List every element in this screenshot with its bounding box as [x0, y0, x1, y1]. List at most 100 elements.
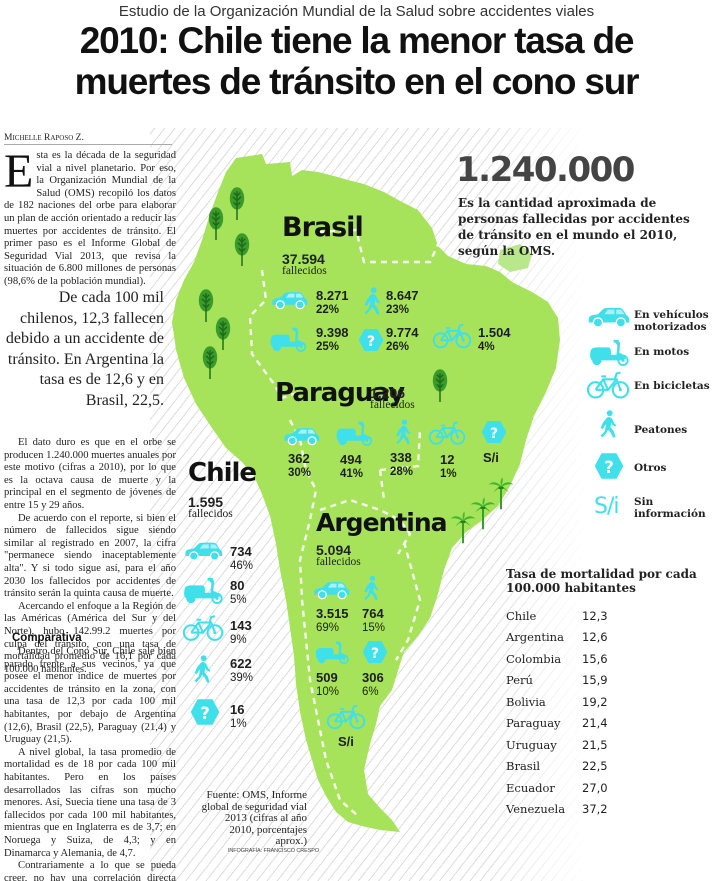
- brasil-others: 9.774 26%: [386, 325, 419, 353]
- table-row: Ecuador 27,0: [506, 781, 608, 795]
- car-icon: [282, 426, 320, 446]
- intro-text: sta es la década de la seguridad vial a …: [4, 150, 176, 287]
- paraguay-motos: 494 41%: [340, 452, 364, 480]
- scooter-icon: [268, 326, 308, 352]
- bicycle-icon: [432, 322, 472, 350]
- brasil-total: 37.594: [282, 251, 325, 267]
- legend-pedestrian-icon: [598, 408, 618, 440]
- body-paragraph: Dentro del Cono Sur, Chile sale bien par…: [4, 646, 176, 746]
- tree-icon: [198, 288, 214, 324]
- chile-motos: 80 5%: [230, 578, 247, 606]
- legend-scooter-icon: [588, 338, 630, 366]
- scooter-icon: [334, 420, 374, 446]
- pedestrian-icon: [192, 654, 212, 684]
- tree-icon: [208, 206, 224, 242]
- scooter-icon: [313, 640, 351, 664]
- paraguay-total-label: fallecidos: [370, 399, 415, 411]
- paraguay-vehicles: 362 30%: [288, 451, 312, 479]
- body-section-1: El dato duro es que en el orbe se produc…: [4, 437, 176, 676]
- pedestrian-icon: [394, 418, 412, 446]
- bicycle-icon: [182, 614, 224, 642]
- tree-icon: [432, 368, 448, 404]
- table-row: Paraguay 21,4: [506, 716, 608, 730]
- headline: 2010: Chile tiene la menor tasa de muert…: [0, 20, 713, 102]
- drop-cap: E: [4, 145, 34, 198]
- body-section-2: Dentro del Cono Sur, Chile sale bien par…: [4, 646, 176, 881]
- brasil-pedestrians: 8.647 23%: [386, 288, 419, 316]
- source-note: Fuente: OMS, Informe global de seguridad…: [201, 789, 307, 847]
- global-deaths-description: Es la cantidad aproximada de personas fa…: [458, 196, 690, 258]
- legend-pedestrians: Peatones: [634, 424, 688, 436]
- chile-bicycles: 143 9%: [230, 618, 252, 646]
- table-row: Uruguay 21,5: [506, 738, 608, 752]
- car-icon: [270, 290, 308, 310]
- pedestrian-icon: [362, 286, 382, 316]
- si-text-icon: S/i: [594, 494, 619, 519]
- car-icon: [183, 541, 223, 561]
- country-name-brasil: Brasil: [282, 212, 364, 243]
- chile-vehicles: 734 46%: [230, 544, 254, 572]
- body-paragraph: Acercando el enfoque a la Región de las …: [4, 600, 176, 675]
- legend-others: Otros: [634, 462, 667, 474]
- table-row: Perú 15,9: [506, 673, 608, 687]
- subhead-comparativa: Comparativa: [12, 632, 82, 644]
- table-row: Argentina 12,6: [506, 630, 608, 644]
- legend-no-info: Sin información: [634, 496, 706, 520]
- argentina-total-label: fallecidos: [316, 556, 361, 568]
- legend-question-hexagon-icon: [594, 452, 624, 480]
- tree-icon: [202, 345, 218, 381]
- argentina-vehicles: 3.515 69%: [316, 606, 349, 634]
- headline-line-1: 2010: Chile tiene la menor tasa de: [79, 20, 635, 61]
- legend-bicycles: En bicicletas: [634, 380, 710, 392]
- argentina-others: 306 6%: [362, 670, 384, 698]
- body-paragraph: El dato duro es que en el orbe se produc…: [4, 437, 176, 511]
- country-name-chile: Chile: [188, 458, 257, 488]
- argentina-motos: 509 10%: [316, 670, 340, 698]
- question-hexagon-icon: [358, 328, 384, 352]
- legend-vehicles: En vehículos motorizados: [634, 309, 709, 333]
- chile-pedestrians: 622 39%: [230, 656, 254, 684]
- infographic-credit: INFOGRAFÍA: FRANCISCO CRESPO: [228, 848, 320, 854]
- pull-quote: De cada 100 mil chilenos, 12,3 fallecen …: [5, 289, 164, 409]
- scooter-icon: [182, 576, 224, 604]
- tree-icon: [234, 232, 250, 268]
- tree-icon: [229, 186, 245, 222]
- legend-bicycle-icon: [586, 370, 630, 400]
- legend-motos: En motos: [634, 346, 690, 358]
- brasil-total-label: fallecidos: [282, 265, 327, 277]
- table-row: Brasil 22,5: [506, 759, 608, 773]
- table-row: Colombia 15,6: [506, 652, 608, 666]
- argentina-pedestrians: 764 15%: [362, 606, 386, 634]
- global-deaths-number: 1.240.000: [456, 150, 635, 190]
- bicycle-icon: [428, 420, 466, 446]
- mortality-table-title: Tasa de mortalidad por cada 100.000 habi…: [506, 567, 697, 595]
- headline-line-2: muertes de tránsito en el cono sur: [74, 61, 640, 102]
- palm-tree-icon: [450, 510, 476, 544]
- kicker: Estudio de la Organización Mundial de la…: [118, 3, 595, 20]
- car-icon: [312, 580, 350, 600]
- chile-total-label: fallecidos: [188, 508, 233, 520]
- body-paragraph: De acuerdo con el reporte, si bien el nú…: [4, 512, 176, 600]
- bicycle-icon: [326, 704, 366, 730]
- pedestrian-icon: [362, 574, 380, 602]
- chile-others: 16 1%: [230, 702, 247, 730]
- brasil-bicycles: 1.504 4%: [478, 325, 511, 353]
- table-row: Chile 12,3: [506, 609, 608, 623]
- chile-total: 1.595: [188, 494, 224, 510]
- table-row: Venezuela 37,2: [506, 802, 608, 816]
- brasil-vehicles: 8.271 22%: [316, 288, 349, 316]
- country-name-paraguay: Paraguay: [275, 378, 405, 408]
- body-paragraph: Contrariamente a lo que se pueda creer, …: [4, 860, 176, 881]
- paraguay-pedestrians: 338 28%: [390, 450, 414, 478]
- table-row: Bolivia 19,2: [506, 695, 608, 709]
- country-name-argentina: Argentina: [316, 508, 448, 537]
- body-paragraph: A nivel global, la tasa promedio de mort…: [4, 746, 176, 859]
- argentina-total: 5.094: [316, 542, 352, 558]
- brasil-motos: 9.398 25%: [316, 325, 349, 353]
- paraguay-others: S/i: [483, 450, 499, 465]
- legend-car-icon: [586, 306, 630, 328]
- question-hexagon-icon: [190, 698, 220, 726]
- question-hexagon-icon: [481, 420, 507, 444]
